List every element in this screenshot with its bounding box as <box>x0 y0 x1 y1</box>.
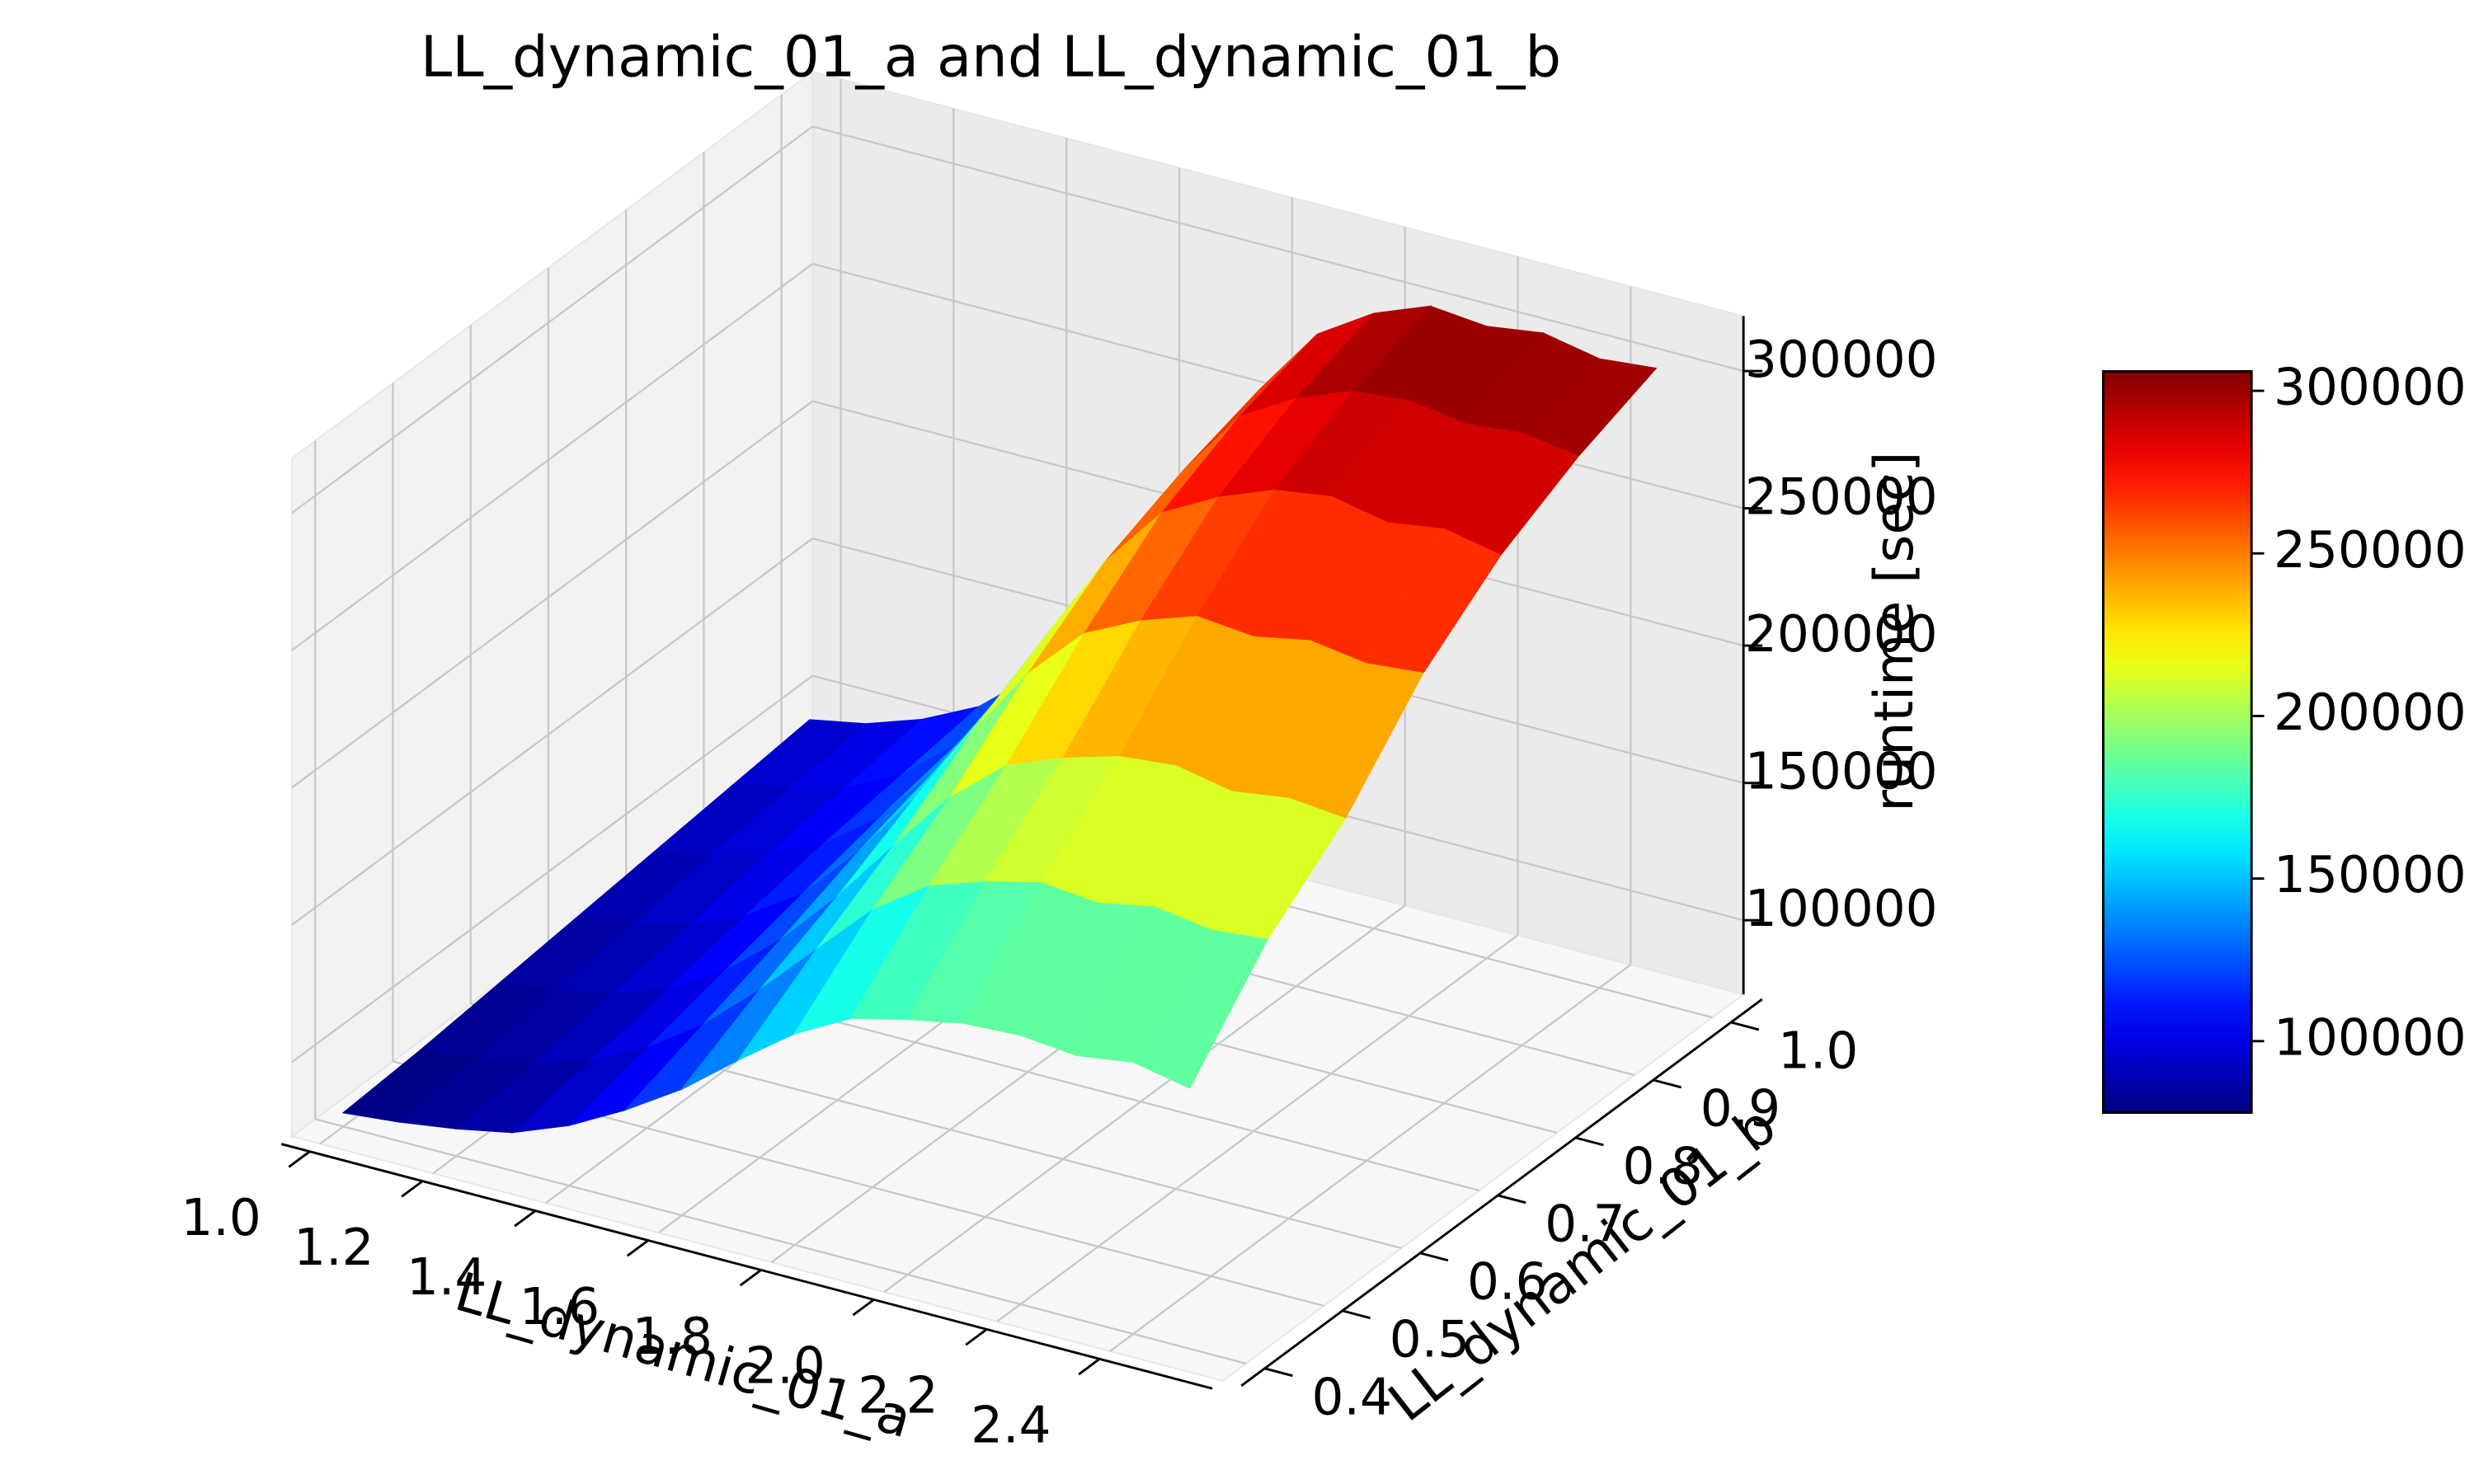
x-tick-label: 1.8 <box>633 1308 713 1366</box>
y-tick-label: 0.7 <box>1545 1195 1625 1254</box>
x-axis-label: LL_dynamic_01_a <box>449 1261 918 1450</box>
colorbar-tick-label: 100000 <box>2274 1008 2467 1067</box>
x-grid-line <box>996 934 1519 1322</box>
z-grid-line <box>291 263 814 651</box>
z-tick-label: 100000 <box>1745 880 1938 938</box>
y-tick <box>1342 1309 1371 1320</box>
x-tick-label: 1.2 <box>294 1219 374 1277</box>
axes: 1.0 1.2 1.4 1.6 1.8 2.0 2.2 2.4 0.40.50.60.70.80… <box>181 316 1938 1455</box>
y-tick <box>1653 1078 1682 1089</box>
y-tick-label: 0.5 <box>1390 1310 1470 1369</box>
x-tick <box>965 1328 988 1346</box>
x-tick <box>626 1239 649 1257</box>
x-tick <box>739 1269 762 1287</box>
y-tick <box>1419 1252 1449 1262</box>
x-tick-label: 1.0 <box>181 1189 261 1247</box>
colorbar-tick-label: 200000 <box>2274 683 2467 742</box>
y-tick-label: 0.9 <box>1700 1080 1780 1139</box>
colorbar-fill <box>2101 369 2253 1115</box>
x-tick-label: 1.6 <box>520 1278 600 1336</box>
z-grid-line <box>291 125 814 514</box>
y-tick-label: 0.6 <box>1467 1253 1547 1312</box>
x-tick-label: 2.4 <box>971 1397 1051 1455</box>
colorbar-tick-label: 150000 <box>2274 846 2467 904</box>
z-grid-line <box>291 400 814 789</box>
y-grid-line <box>314 1118 1247 1364</box>
x-tick <box>288 1150 311 1168</box>
axis-line <box>280 1143 1213 1390</box>
chart-title: LL_dynamic_01_a and LL_dynamic_01_b <box>421 25 1561 91</box>
colorbar: 100000 150000 200000 250000 300000 <box>2101 359 2467 1115</box>
y-tick-label: 0.8 <box>1623 1138 1703 1196</box>
x-tick-label: 2.2 <box>858 1367 938 1425</box>
colorbar-tick-label: 300000 <box>2274 359 2467 417</box>
z-grid-line <box>812 125 1744 373</box>
y-tick <box>1497 1194 1526 1205</box>
x-tick <box>514 1209 537 1228</box>
z-grid-line <box>291 674 814 1064</box>
z-grid-line <box>291 538 814 926</box>
x-tick <box>401 1180 424 1198</box>
x-tick-label: 1.4 <box>407 1248 487 1307</box>
y-tick <box>1575 1136 1604 1147</box>
x-tick <box>1078 1358 1101 1376</box>
z-tick-label: 300000 <box>1745 331 1938 389</box>
y-tick-label: 1.0 <box>1778 1022 1858 1081</box>
x-tick <box>852 1298 875 1317</box>
z-tick-label: 250000 <box>1745 468 1938 527</box>
z-tick-label: 200000 <box>1745 605 1938 664</box>
axis-line <box>1240 998 1763 1387</box>
z-tick-label: 150000 <box>1745 743 1938 801</box>
y-tick <box>1730 1021 1760 1031</box>
surface-patch <box>1132 929 1269 1089</box>
x-grid-line <box>883 904 1406 1293</box>
z-axis-label: runtime [sec] <box>1864 451 1926 811</box>
x-grid-line <box>1109 964 1632 1352</box>
y-tick <box>1264 1367 1293 1378</box>
surface <box>341 305 1658 1134</box>
x-tick-label: 2.0 <box>745 1337 825 1396</box>
y-tick-label: 0.4 <box>1312 1368 1392 1426</box>
colorbar-tick-label: 250000 <box>2274 521 2467 580</box>
